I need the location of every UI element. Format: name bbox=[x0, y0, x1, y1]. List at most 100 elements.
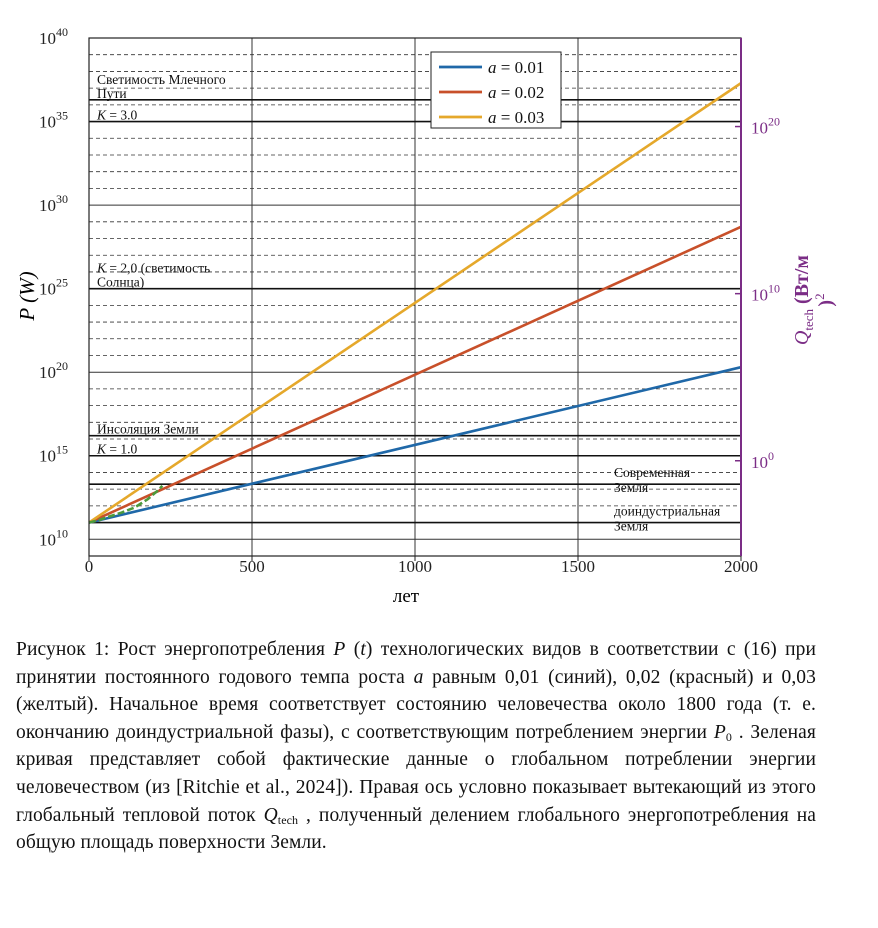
caption-text-4: равным 0,01 (синий), 0,02 (красный) и 0,… bbox=[16, 666, 817, 743]
reference-label-var: K bbox=[96, 261, 107, 276]
reference-label: K = 3.0 bbox=[96, 108, 138, 123]
y-axis-label-text: P (W) bbox=[15, 271, 39, 321]
y2-tick-base: 10 bbox=[751, 286, 768, 305]
caption-var-p0-sub: 0 bbox=[725, 729, 732, 744]
y2-label-power: 2 bbox=[812, 293, 827, 300]
reference-label-rest: = 1.0 bbox=[106, 442, 137, 457]
x-ticks: 0 500 1000 1500 2000 bbox=[85, 556, 758, 576]
reference-label-text: K = 3.0 bbox=[96, 108, 138, 123]
caption-var-q: Q bbox=[263, 804, 278, 826]
y2-label-unit: (Вт/м bbox=[791, 255, 813, 309]
y-tick-label: 1025 bbox=[39, 276, 68, 299]
reference-label-text: Современная bbox=[614, 465, 690, 480]
x-axis-label: лет bbox=[393, 586, 420, 607]
series-line bbox=[88, 82, 742, 524]
svg-text:Qtech (Вт/м: Qtech (Вт/м bbox=[791, 255, 816, 345]
y2-label-sub: tech bbox=[801, 308, 816, 330]
y-tick-exp: 30 bbox=[56, 192, 68, 206]
figure-caption: Рисунок 1: Рост энергопотребления P (t) … bbox=[16, 636, 816, 857]
legend-label: a = 0.01 bbox=[488, 58, 544, 77]
caption-text-1: Рисунок 1: Рост энергопотребления bbox=[16, 639, 334, 660]
caption-text-3: ) технологических видов в соответствии с… bbox=[16, 639, 816, 688]
legend-label: a = 0.02 bbox=[488, 83, 544, 102]
reference-label-text: Светимость Млечного bbox=[97, 72, 226, 87]
y-tick-exp: 10 bbox=[56, 526, 68, 540]
y-tick-exp: 35 bbox=[56, 109, 68, 123]
series-line bbox=[88, 225, 742, 524]
x-tick-label: 1500 bbox=[561, 557, 595, 576]
reference-label-text: Пути bbox=[97, 86, 127, 101]
reference-label-text: доиндустриальная bbox=[614, 504, 720, 519]
legend-box bbox=[430, 51, 562, 129]
legend-label-value: = 0.01 bbox=[497, 58, 545, 77]
y-axis-label: P (W) bbox=[15, 271, 39, 321]
svg-text:)2: )2 bbox=[812, 293, 837, 306]
x-tick-label: 1000 bbox=[398, 557, 432, 576]
legend: a = 0.01a = 0.02a = 0.03 bbox=[430, 51, 562, 129]
x-tick-label: 0 bbox=[85, 557, 94, 576]
y2-tick-label: 100 bbox=[751, 449, 774, 472]
legend-label-var: a bbox=[488, 108, 497, 127]
reference-label-var: K bbox=[96, 442, 107, 457]
reference-label: Инсоляция Земли bbox=[97, 422, 199, 437]
series-line bbox=[88, 365, 742, 524]
caption-var-t: t bbox=[360, 639, 366, 660]
y2-tick-label: 1010 bbox=[751, 282, 780, 305]
reference-label-text: Инсоляция Земли bbox=[97, 422, 199, 437]
reference-label-text: Земля bbox=[614, 519, 648, 534]
reference-label: K = 1.0 bbox=[96, 442, 138, 457]
reference-label-text: K = 1.0 bbox=[96, 442, 138, 457]
y-tick-base: 10 bbox=[39, 280, 56, 299]
legend-label-value: = 0.03 bbox=[497, 108, 545, 127]
y-tick-base: 10 bbox=[39, 530, 56, 549]
y-tick-exp: 25 bbox=[56, 276, 68, 290]
grid-layer bbox=[88, 38, 742, 556]
y2-axis-label: Qtech (Вт/м )2 bbox=[791, 255, 837, 345]
caption-text-6: , полученный делением глобального энерго… bbox=[16, 804, 816, 854]
y-tick-exp: 15 bbox=[56, 443, 68, 457]
x-tick-label: 500 bbox=[239, 557, 265, 576]
reference-label-var: K bbox=[96, 108, 107, 123]
caption-var-p0: P bbox=[713, 721, 726, 743]
y-tick-base: 10 bbox=[39, 29, 56, 48]
y-tick-base: 10 bbox=[39, 196, 56, 215]
y2-tick-exp: 20 bbox=[768, 115, 780, 129]
observed-data-line bbox=[88, 484, 164, 524]
y-tick-label: 1035 bbox=[39, 109, 68, 132]
legend-label-var: a bbox=[488, 83, 497, 102]
x-tick-label: 2000 bbox=[724, 557, 758, 576]
caption-var-q-sub: tech bbox=[277, 812, 299, 827]
y2-tick-label: 1020 bbox=[751, 115, 780, 138]
y-tick-base: 10 bbox=[39, 447, 56, 466]
y-tick-base: 10 bbox=[39, 113, 56, 132]
y-tick-label: 1040 bbox=[39, 25, 68, 48]
y2-tick-exp: 10 bbox=[768, 282, 780, 296]
y-tick-base: 10 bbox=[39, 363, 56, 382]
y-tick-label: 1020 bbox=[39, 359, 68, 382]
y2-label-q: Q bbox=[791, 330, 813, 345]
caption-var-a: a bbox=[413, 666, 424, 688]
y2-tick-base: 10 bbox=[751, 453, 768, 472]
y-tick-label: 1015 bbox=[39, 443, 68, 466]
legend-label-var: a bbox=[488, 58, 497, 77]
y-tick-label: 1010 bbox=[39, 526, 68, 549]
y2-tick-exp: 0 bbox=[768, 449, 774, 463]
y-tick-exp: 40 bbox=[56, 25, 68, 39]
y2-label-unit-end: ) bbox=[815, 300, 837, 307]
reference-label-text: Земля bbox=[614, 480, 648, 495]
caption-text-5: . Зеленая кривая представляет собой факт… bbox=[16, 721, 816, 826]
legend-label: a = 0.03 bbox=[488, 108, 544, 127]
y2-tick-base: 10 bbox=[751, 119, 768, 138]
y-tick-label: 1030 bbox=[39, 192, 68, 215]
reference-label-rest: = 3.0 bbox=[106, 108, 137, 123]
caption-var-p: P bbox=[333, 639, 346, 660]
reference-label-rest: = 2,0 (светимость bbox=[106, 261, 210, 276]
caption-text-2: ( bbox=[345, 639, 361, 660]
